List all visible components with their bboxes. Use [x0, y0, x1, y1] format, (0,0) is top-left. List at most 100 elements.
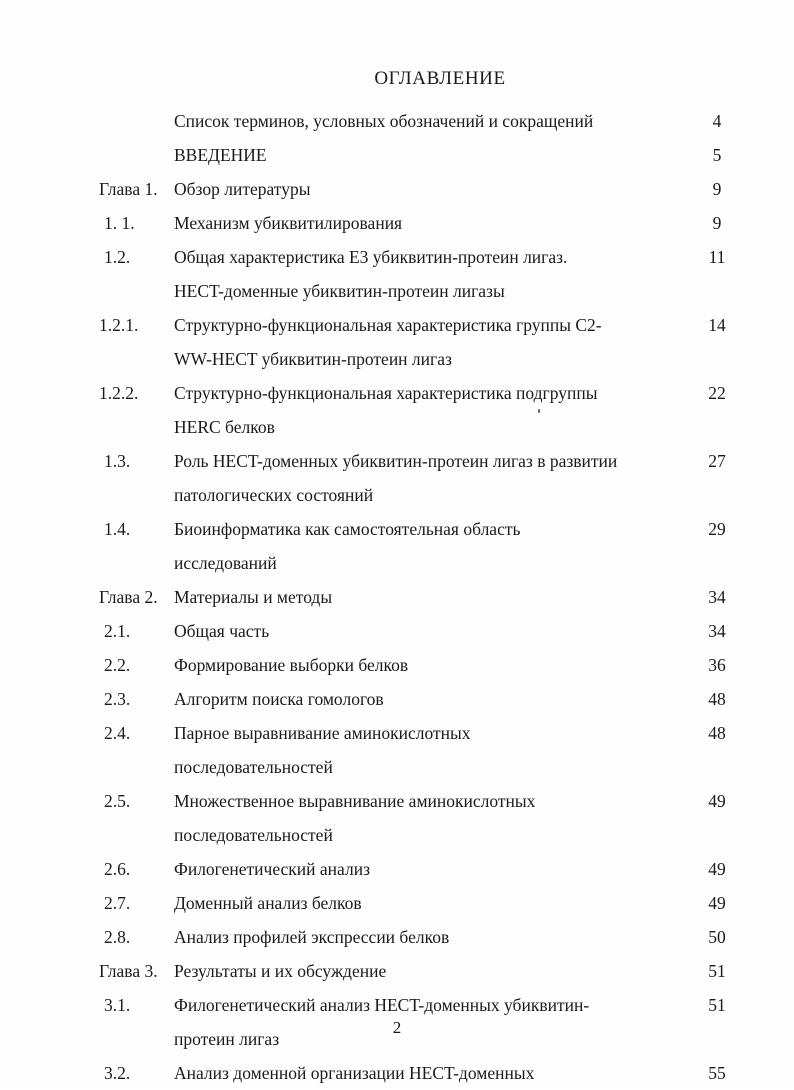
toc-entry-title: Результаты и их обсуждение [174, 961, 387, 981]
toc-entry-title: Общая характеристика Е3 убиквитин-протеи… [174, 247, 568, 267]
toc-entry-continuation: патологических состояний [0, 478, 794, 512]
toc-entry-line: 2.1. Общая часть 34 [0, 614, 794, 648]
toc-entry-page-number: 4 [712, 111, 722, 131]
toc-entry[interactable]: Глава 3. Результаты и их обсуждение 51 [0, 954, 794, 988]
toc-entry-number: 2.1. [104, 621, 131, 641]
toc-entry-page-number: 49 [708, 893, 726, 913]
toc-entry-line: 1.2.2. Структурно-функциональная характер… [0, 376, 794, 410]
toc-entry[interactable]: Глава 1. Обзор литературы 9 [0, 172, 794, 206]
toc-entry-page-number: 49 [708, 791, 726, 811]
toc-entry[interactable]: 3.1. Филогенетический анализ HECT-доменны… [0, 988, 794, 1056]
toc-entry-line: Глава 2. Материалы и методы 34 [0, 580, 794, 614]
toc-entry-line: 1.3. Роль HECT-доменных убиквитин-протеин… [0, 444, 794, 478]
toc-entry[interactable]: 2.4. Парное выравнивание аминокислотных 48… [0, 716, 794, 784]
toc-entry-page-number: 9 [712, 179, 722, 199]
toc-entry-title: Структурно-функциональная характеристика… [174, 383, 598, 403]
toc-entry-page-number: 36 [708, 655, 726, 675]
scan-artifact-speck [538, 409, 540, 413]
toc-entry-line: 3.1. Филогенетический анализ HECT-доменны… [0, 988, 794, 1022]
toc-entry-number: Глава 1. [99, 179, 158, 199]
toc-entry-line: Глава 3. Результаты и их обсуждение 51 [0, 954, 794, 988]
toc-entry[interactable]: 1.2. Общая характеристика Е3 убиквитин-пр… [0, 240, 794, 308]
toc-entry[interactable]: 3.2. Анализ доменной организации HECT-дом… [0, 1056, 794, 1090]
toc-entry[interactable]: 1.2.2. Структурно-функциональная характер… [0, 376, 794, 444]
toc-entry-page-number: 22 [708, 383, 726, 403]
toc-entry-title: Анализ доменной организации HECT-доменны… [174, 1063, 535, 1083]
toc-entry-page-number: 27 [708, 451, 726, 471]
toc-entry-page-number: 49 [708, 859, 726, 879]
toc-entry-continuation: последовательностей [0, 750, 794, 784]
toc-entry-line: 1. 1. Механизм убиквитилирования 9 [0, 206, 794, 240]
toc-entry-line: 1.2. Общая характеристика Е3 убиквитин-пр… [0, 240, 794, 274]
toc-entry-title: Обзор литературы [174, 179, 311, 199]
toc-entry-number: 2.5. [104, 791, 131, 811]
toc-entry[interactable]: 2.6. Филогенетический анализ 49 [0, 852, 794, 886]
toc-entry-continuation: HECT-доменные убиквитин-протеин лигазы [0, 274, 794, 308]
toc-entry-title: исследований [174, 553, 277, 573]
toc-entry-page-number: 34 [708, 587, 726, 607]
toc-entry[interactable]: 1.2.1. Структурно-функциональная характер… [0, 308, 794, 376]
toc-entry-page-number: 51 [708, 995, 726, 1015]
toc-entry-line: 2.7. Доменный анализ белков 49 [0, 886, 794, 920]
table-of-contents: Список терминов, условных обозначений и … [0, 104, 794, 1090]
toc-entry-number: 2.3. [104, 689, 131, 709]
toc-entry-line: 2.8. Анализ профилей экспрессии белков 50 [0, 920, 794, 954]
toc-entry-line: 1.2.1. Структурно-функциональная характер… [0, 308, 794, 342]
toc-entry-number: 3.2. [104, 1063, 131, 1083]
toc-entry-page-number: 5 [712, 145, 722, 165]
toc-entry-title: Филогенетический анализ HECT-доменных уб… [174, 995, 590, 1015]
toc-entry-continuation: HERC белков [0, 410, 794, 444]
toc-entry-continuation: протеин лигаз [0, 1022, 794, 1056]
toc-entry-title: Материалы и методы [174, 587, 333, 607]
toc-entry-title: HERC белков [174, 417, 275, 437]
toc-entry-number: 1. 1. [104, 213, 135, 233]
toc-entry-number: 1.2. [104, 247, 131, 267]
toc-entry-number: Глава 2. [99, 587, 158, 607]
toc-entry-line: 2.6. Филогенетический анализ 49 [0, 852, 794, 886]
toc-entry-title: Доменный анализ белков [174, 893, 362, 913]
toc-entry-page-number: 34 [708, 621, 726, 641]
toc-entry-line: 2.4. Парное выравнивание аминокислотных 48 [0, 716, 794, 750]
toc-entry-title: Список терминов, условных обозначений и … [174, 111, 594, 131]
toc-entry-line: Список терминов, условных обозначений и … [0, 104, 794, 138]
toc-entry-title: Множественное выравнивание аминокислотны… [174, 791, 536, 811]
toc-entry-number: 1.2.1. [99, 315, 139, 335]
toc-entry-number: 2.6. [104, 859, 131, 879]
toc-entry-title: последовательностей [174, 825, 333, 845]
toc-entry-continuation: WW-HECT убиквитин-протеин лигаз [0, 342, 794, 376]
toc-entry[interactable]: 2.2. Формирование выборки белков 36 [0, 648, 794, 682]
toc-entry[interactable]: 2.3. Алгоритм поиска гомологов 48 [0, 682, 794, 716]
toc-entry-title: Механизм убиквитилирования [174, 213, 403, 233]
toc-entry[interactable]: 2.5. Множественное выравнивание аминокисл… [0, 784, 794, 852]
toc-entry-number: 3.1. [104, 995, 131, 1015]
toc-entry-title: Биоинформатика как самостоятельная облас… [174, 519, 521, 539]
toc-entry-title: Структурно-функциональная характеристика… [174, 315, 602, 335]
page-title: ОГЛАВЛЕНИЕ [374, 68, 506, 89]
toc-entry[interactable]: Список терминов, условных обозначений и … [0, 104, 794, 138]
toc-entry-title: Анализ профилей экспрессии белков [174, 927, 450, 947]
toc-entry-title: последовательностей [174, 757, 333, 777]
toc-entry-page-number: 11 [708, 247, 726, 267]
toc-entry-page-number: 29 [708, 519, 726, 539]
page-folio-number: 2 [392, 1018, 402, 1037]
toc-entry-title: Формирование выборки белков [174, 655, 409, 675]
toc-entry-page-number: 51 [708, 961, 726, 981]
toc-entry-number: 1.2.2. [99, 383, 139, 403]
toc-entry[interactable]: 1.4. Биоинформатика как самостоятельная о… [0, 512, 794, 580]
toc-entry-continuation: последовательностей [0, 818, 794, 852]
toc-entry[interactable]: 1.3. Роль HECT-доменных убиквитин-протеин… [0, 444, 794, 512]
toc-entry-title: Роль HECT-доменных убиквитин-протеин лиг… [174, 451, 618, 471]
toc-entry[interactable]: 1. 1. Механизм убиквитилирования 9 [0, 206, 794, 240]
toc-entry-title: Алгоритм поиска гомологов [174, 689, 384, 709]
toc-entry[interactable]: 2.8. Анализ профилей экспрессии белков 50 [0, 920, 794, 954]
toc-entry-line: ВВЕДЕНИЕ 5 [0, 138, 794, 172]
toc-entry-title: Филогенетический анализ [174, 859, 370, 879]
toc-entry[interactable]: 2.7. Доменный анализ белков 49 [0, 886, 794, 920]
toc-entry[interactable]: Глава 2. Материалы и методы 34 [0, 580, 794, 614]
toc-entry-page-number: 55 [708, 1063, 726, 1083]
toc-entry-line: 3.2. Анализ доменной организации HECT-дом… [0, 1056, 794, 1090]
toc-entry-number: 1.4. [104, 519, 131, 539]
toc-entry[interactable]: ВВЕДЕНИЕ 5 [0, 138, 794, 172]
toc-entry[interactable]: 2.1. Общая часть 34 [0, 614, 794, 648]
toc-entry-line: 2.5. Множественное выравнивание аминокисл… [0, 784, 794, 818]
